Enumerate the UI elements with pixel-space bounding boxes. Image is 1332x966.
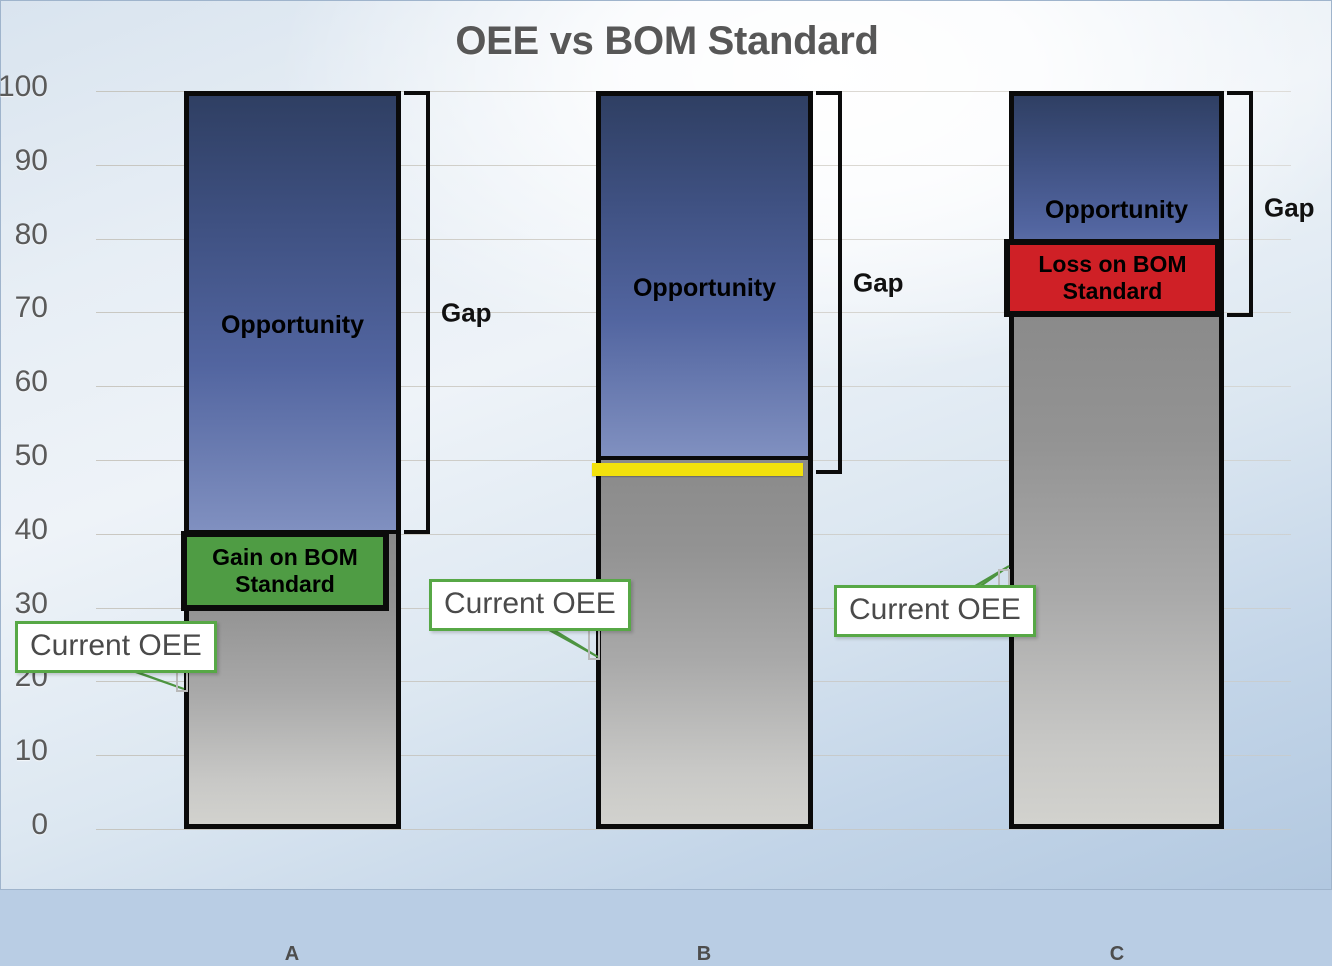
plot-area: 100 90 80 70 60 50 40 30 20 10 0 Opportu… [0,70,1315,965]
current-oee-callout-B[interactable]: Current OEE [429,579,631,631]
bar-B-segment-opportunity[interactable]: Opportunity [596,91,813,460]
y-axis-label-60: 60 [14,365,48,399]
y-axis-label-80: 80 [14,217,48,251]
gain-label-line2: Standard [235,571,335,597]
x-axis-label-C: C [1109,943,1125,965]
bom-standard-line-B[interactable] [592,463,803,476]
current-oee-callout-C[interactable]: Current OEE [834,585,1036,637]
chart-title: OEE vs BOM Standard [455,19,879,63]
gap-bracket-A [404,91,430,534]
bar-C-opportunity-label: Opportunity [1044,196,1189,224]
gridline-0 [96,829,1291,830]
gain-label-line1: Gain on BOM [212,543,358,570]
loss-label-line2: Standard [1062,278,1163,304]
y-axis-label-70: 70 [14,291,48,325]
bar-B[interactable]: Opportunity [592,91,813,829]
y-axis-label-0: 0 [31,808,48,841]
gap-label-C: Gap [1264,192,1315,223]
current-oee-callout-A[interactable]: Current OEE [15,621,217,673]
bar-B-segment-current-oee[interactable] [596,460,813,829]
y-axis-label-100: 100 [0,70,48,103]
bar-A[interactable]: Opportunity [184,91,401,829]
y-axis-label-30: 30 [14,586,48,620]
gap-label-B: Gap [853,267,904,298]
gain-on-bom-standard-box[interactable]: Gain on BOM Standard [181,531,389,611]
x-axis-label-B: B [696,943,712,965]
y-axis-label-50: 50 [14,439,48,472]
loss-label-line1: Loss on BOM [1038,250,1187,277]
y-axis-label-40: 40 [14,512,48,546]
gap-label-A: Gap [441,297,492,328]
bar-C[interactable]: Opportunity [1009,91,1224,829]
gap-bracket-B [816,91,842,474]
gap-bracket-C [1227,91,1253,317]
bar-A-segment-opportunity[interactable]: Opportunity [184,91,401,534]
bar-C-segment-current-oee[interactable] [1009,312,1224,829]
bar-B-opportunity-label: Opportunity [632,274,777,302]
y-axis-label-10: 10 [14,734,48,768]
y-axis-label-90: 90 [14,143,48,177]
bar-A-opportunity-label: Opportunity [220,311,365,339]
loss-on-bom-standard-box[interactable]: Loss on BOM Standard [1004,239,1221,317]
x-axis-label-A: A [284,943,300,965]
